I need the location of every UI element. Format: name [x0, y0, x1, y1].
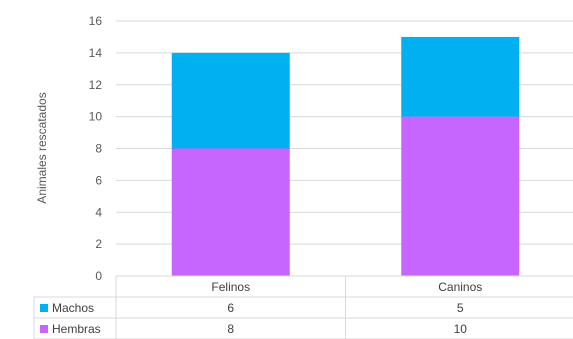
bar-machos-caninos	[401, 36, 520, 117]
table-cell-value: 5	[457, 301, 464, 315]
table-row-name: Machos	[52, 301, 94, 315]
y-tick-label: 16	[89, 14, 103, 28]
table-cell-value: 10	[454, 322, 468, 336]
legend-key-hembras	[40, 325, 48, 333]
bar-hembras-caninos	[401, 116, 520, 276]
y-tick-label: 2	[95, 237, 102, 251]
table-cell-value: 8	[227, 322, 234, 336]
data-table: Felinos Caninos Machos 6 5 Hembras 8 10	[33, 275, 573, 339]
y-tick-label: 6	[95, 173, 102, 187]
y-axis-ticks: 0 2 4 6 8 10 12 14 16	[89, 14, 103, 283]
category-label: Caninos	[438, 280, 482, 294]
y-tick-label: 14	[89, 46, 103, 60]
bars	[171, 36, 520, 276]
table-row-name: Hembras	[52, 322, 101, 336]
y-tick-label: 10	[89, 110, 103, 124]
bar-machos-felinos	[171, 52, 290, 149]
table-cell-value: 6	[227, 301, 234, 315]
legend-key-machos	[40, 304, 48, 312]
y-tick-label: 8	[95, 142, 102, 156]
bar-hembras-felinos	[171, 148, 290, 276]
y-axis-label: Animales rescatados	[35, 92, 49, 203]
y-tick-label: 4	[95, 205, 102, 219]
category-label: Felinos	[211, 280, 250, 294]
y-tick-label: 12	[89, 78, 103, 92]
y-tick-label: 0	[95, 269, 102, 283]
